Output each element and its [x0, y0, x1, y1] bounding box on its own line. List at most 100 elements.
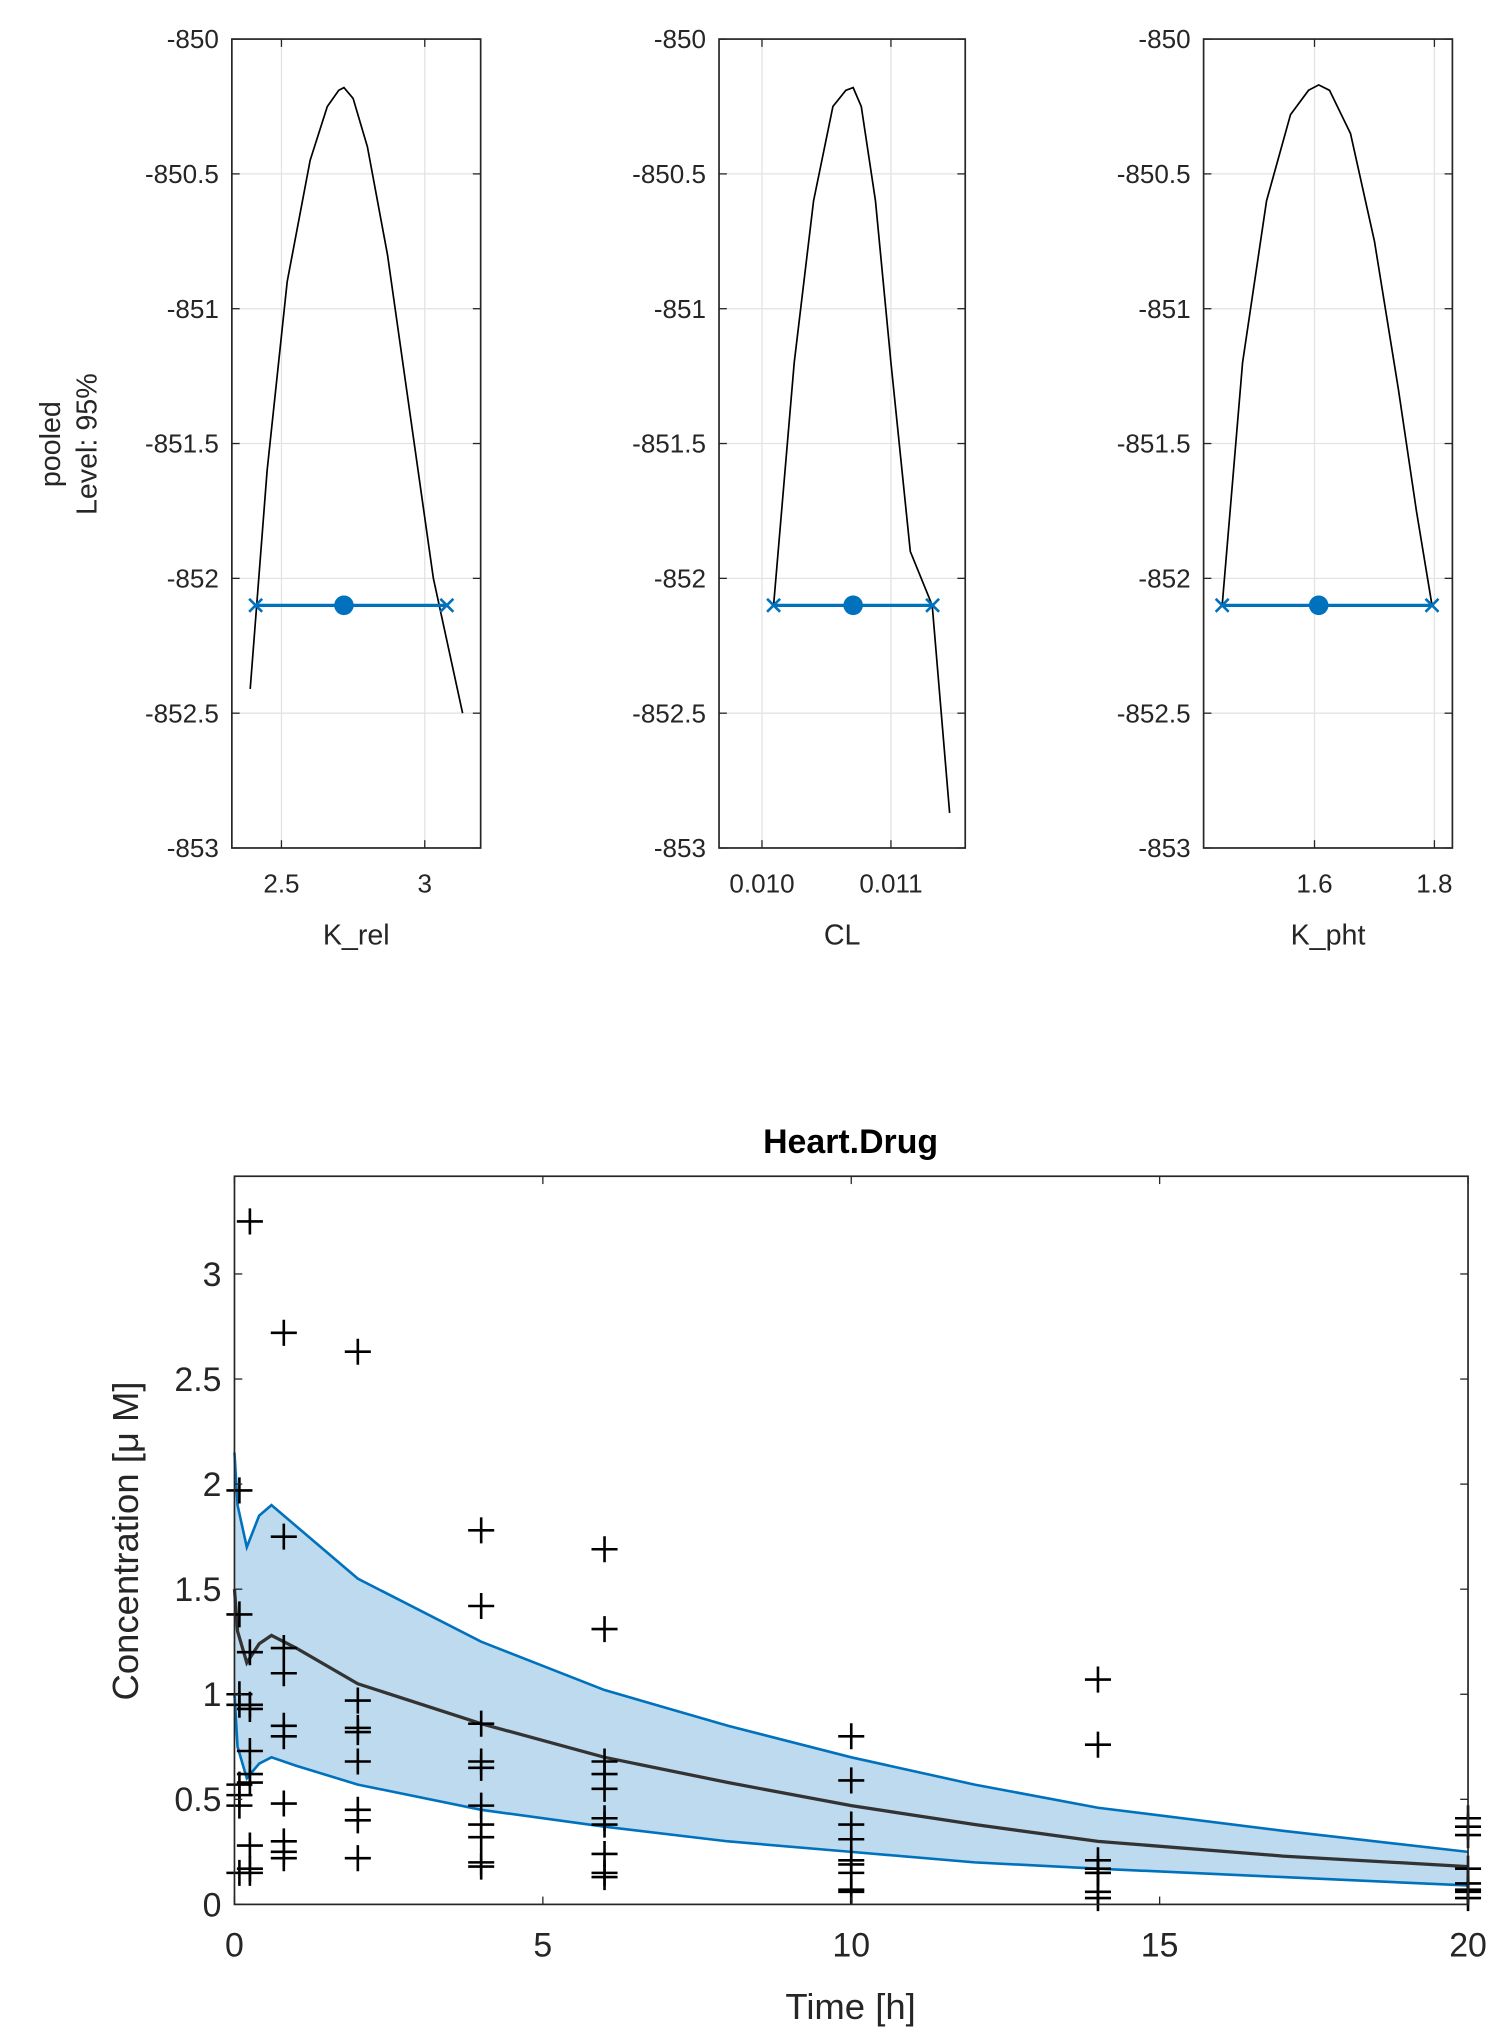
y-tick-label: -853 [654, 833, 706, 863]
y-tick-label: 1.5 [174, 1571, 221, 1609]
observation-marker [1084, 1885, 1111, 1912]
profile-likelihood-line [772, 86, 951, 814]
y-tick-label: -853 [167, 833, 219, 863]
ci-bound-marker [766, 597, 782, 613]
y-tick-label: -851.5 [145, 429, 219, 459]
observation-marker [591, 1811, 618, 1838]
observation-marker [468, 1754, 495, 1781]
x-axis-label: CL [824, 919, 861, 951]
y-tick-label: -851.5 [1117, 429, 1191, 459]
y-tick-label: 2.5 [174, 1361, 221, 1399]
observation-marker [468, 1710, 495, 1737]
observation-marker [270, 1634, 297, 1662]
observation-marker [838, 1723, 865, 1750]
upper-band-line [233, 1452, 1469, 1854]
y-tick-label: -850.5 [632, 159, 706, 189]
observation-marker [468, 1592, 495, 1620]
x-tick-label: 5 [533, 1927, 552, 1965]
observation-marker [270, 1523, 297, 1550]
profile-ylabel-line-1: pooled [35, 401, 67, 487]
y-tick-label: -851 [1138, 294, 1190, 324]
x-axis-label: K_pht [1291, 919, 1366, 951]
y-tick-label: -852 [167, 563, 219, 593]
x-tick-label: 20 [1449, 1927, 1487, 1965]
profile-plot-k-pht: 1.6 1.8 -853 -852.5 -852 -851.5 -851 -850.5 -850… [1117, 24, 1454, 951]
x-tick-label: 0 [225, 1927, 244, 1965]
observation-marker [468, 1853, 495, 1880]
prediction-band [234, 1452, 1469, 1886]
y-tick-label: -851 [167, 294, 219, 324]
observation-marker [236, 1859, 263, 1886]
y-tick-label: -851.5 [632, 429, 706, 459]
observation-marker [838, 1767, 865, 1794]
chart-title: Heart.Drug [763, 1123, 938, 1161]
observation-marker [236, 1639, 263, 1666]
y-tick-label: 1 [203, 1676, 222, 1714]
observation-marker [236, 1832, 263, 1859]
y-tick-label: -852.5 [1117, 698, 1191, 728]
y-tick-label: -853 [1138, 833, 1190, 863]
observation-marker [270, 1723, 297, 1750]
y-tick-label: 3 [203, 1256, 222, 1294]
observation-marker [591, 1616, 618, 1643]
x-tick-label: 0.011 [859, 868, 922, 898]
observation-marker [270, 1845, 297, 1872]
estimate-marker [843, 595, 863, 616]
observation-marker [270, 1660, 297, 1687]
x-tick-label: 3 [418, 868, 433, 898]
estimate-marker [334, 595, 354, 616]
observation-marker [344, 1845, 371, 1872]
x-tick-label: 1.6 [1296, 868, 1332, 898]
observation-marker [236, 1769, 263, 1796]
x-axis-label: K_rel [323, 919, 390, 951]
y-tick-label: -852 [1138, 563, 1190, 593]
observation-marker [226, 1477, 253, 1504]
x-tick-label: 1.8 [1416, 868, 1452, 898]
observation-marker [344, 1807, 371, 1834]
observation-marker [226, 1601, 253, 1628]
y-tick-label: -850.5 [145, 159, 219, 189]
y-tick-label: -852.5 [145, 698, 219, 728]
observation-marker [344, 1687, 371, 1714]
observation-marker [270, 1790, 297, 1817]
ci-bound-marker [925, 597, 941, 613]
ci-bound-marker [1214, 597, 1230, 613]
y-tick-label: 0.5 [174, 1781, 221, 1819]
x-tick-label: 15 [1141, 1927, 1179, 1965]
y-tick-label: -852.5 [632, 698, 706, 728]
x-tick-label: 2.5 [263, 868, 299, 898]
estimate-marker [1308, 595, 1329, 616]
observation-marker [468, 1824, 495, 1851]
profile-ylabel-line-2: Level: 95% [71, 373, 103, 515]
observation-marker [236, 1208, 263, 1235]
y-tick-label: 0 [203, 1886, 222, 1924]
concentration-time-plot: 0 5 10 15 20 0 0.5 1 1.5 2 2.5 3 [174, 1175, 1487, 1965]
x-axis-label: Time [h] [785, 1986, 915, 2027]
x-tick-label: 0.010 [729, 868, 794, 898]
observation-marker [344, 1748, 371, 1775]
ci-bound-marker [248, 597, 264, 613]
ci-bound-marker [1424, 597, 1440, 613]
y-tick-label: -851 [654, 294, 706, 324]
y-tick-label: -852 [654, 563, 706, 593]
observation-marker [344, 1719, 371, 1746]
observation-marker [1084, 1666, 1111, 1693]
observation-marker [344, 1338, 371, 1365]
observation-marker [591, 1775, 618, 1802]
profile-plot-cl: 0.010 0.011 -853 -852.5 -852 -851.5 -851 -850.5… [632, 24, 967, 951]
observation-marker [270, 1319, 297, 1346]
x-tick-label: 10 [832, 1927, 870, 1965]
profile-likelihood-line [1221, 83, 1433, 606]
observation-marker [1084, 1731, 1111, 1758]
ci-bound-marker [439, 597, 455, 613]
y-tick-label: -850 [167, 24, 219, 54]
y-axis-label: Concentration [μ M] [105, 1381, 146, 1700]
observation-marker [226, 1792, 253, 1819]
y-tick-label: 2 [203, 1466, 222, 1504]
profile-likelihood-line [249, 86, 464, 714]
observation-marker [591, 1864, 618, 1891]
y-tick-label: -850.5 [1117, 159, 1191, 189]
y-tick-label: -850 [1138, 24, 1190, 54]
observation-marker [591, 1536, 618, 1563]
